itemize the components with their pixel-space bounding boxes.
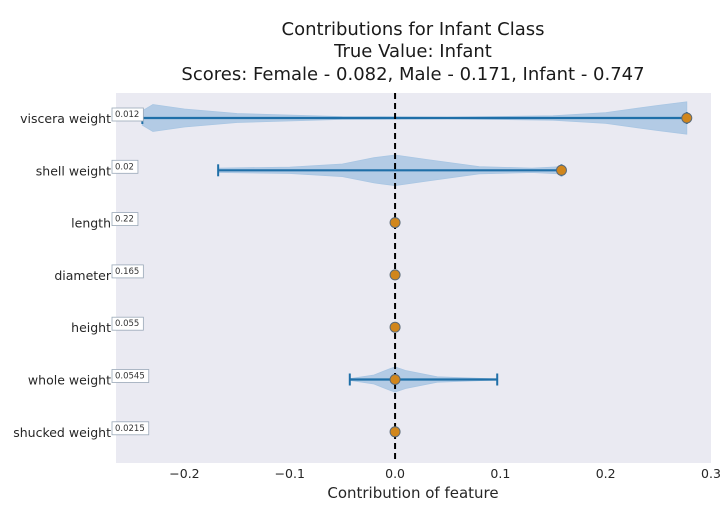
value-box-viscera-weight bbox=[111, 107, 144, 122]
value-box-text-shell-weight: 0.02 bbox=[115, 162, 134, 172]
x-tick-label: 0.3 bbox=[701, 466, 721, 481]
chart-title-line-3: Scores: Female - 0.082, Male - 0.171, In… bbox=[181, 64, 644, 85]
value-boxes: 0.012 0.02 0.22 0.165 0.055 0.0545 0.0215 bbox=[111, 107, 150, 436]
value-box-length bbox=[111, 212, 139, 227]
y-tick-label-shucked-weight: shucked weight bbox=[13, 425, 111, 440]
x-tick-label: 0.1 bbox=[490, 466, 510, 481]
y-tick-label-diameter: diameter bbox=[54, 268, 112, 283]
value-box-text-whole-weight: 0.0545 bbox=[115, 372, 145, 382]
x-tick-label: 0.0 bbox=[385, 466, 405, 481]
y-tick-label-viscera-weight: viscera weight bbox=[20, 111, 111, 126]
x-tick-label: 0.2 bbox=[596, 466, 616, 481]
y-tick-label-length: length bbox=[71, 216, 111, 231]
point-viscera-weight bbox=[681, 112, 693, 124]
plot-area bbox=[116, 93, 711, 463]
point-length bbox=[389, 217, 401, 229]
point-diameter bbox=[389, 269, 401, 281]
x-tick-label: −0.1 bbox=[275, 466, 305, 481]
y-tick-label-shell-weight: shell weight bbox=[36, 163, 111, 178]
point-shucked-weight bbox=[389, 426, 401, 438]
point-layer bbox=[389, 112, 693, 438]
value-box-height bbox=[111, 316, 144, 331]
value-box-text-length: 0.22 bbox=[115, 215, 134, 225]
x-axis-label: Contribution of feature bbox=[327, 484, 498, 502]
chart-title-line-2: True Value: Infant bbox=[333, 41, 492, 62]
value-box-text-diameter: 0.165 bbox=[115, 267, 139, 277]
value-box-shell-weight bbox=[111, 159, 139, 174]
point-height bbox=[389, 321, 401, 333]
value-box-whole-weight bbox=[111, 369, 150, 383]
value-box-shucked-weight bbox=[111, 421, 150, 436]
value-box-text-viscera-weight: 0.012 bbox=[115, 110, 139, 120]
value-box-text-shucked-weight: 0.0215 bbox=[115, 424, 145, 434]
value-box-text-height: 0.055 bbox=[115, 319, 139, 329]
point-shell-weight bbox=[555, 164, 567, 176]
x-tick-label: −0.2 bbox=[169, 466, 199, 481]
chart-title: Contributions for Infant Class True Valu… bbox=[181, 19, 644, 85]
x-tick-labels: −0.2 −0.1 0.0 0.1 0.2 0.3 bbox=[169, 466, 721, 481]
value-box-diameter bbox=[111, 264, 144, 279]
y-tick-label-height: height bbox=[71, 320, 111, 335]
y-tick-label-whole-weight: whole weight bbox=[28, 373, 111, 388]
point-whole-weight bbox=[389, 374, 401, 385]
chart-title-line-1: Contributions for Infant Class bbox=[282, 19, 545, 40]
y-tick-labels: viscera weight shell weight length diameter… bbox=[13, 111, 112, 440]
